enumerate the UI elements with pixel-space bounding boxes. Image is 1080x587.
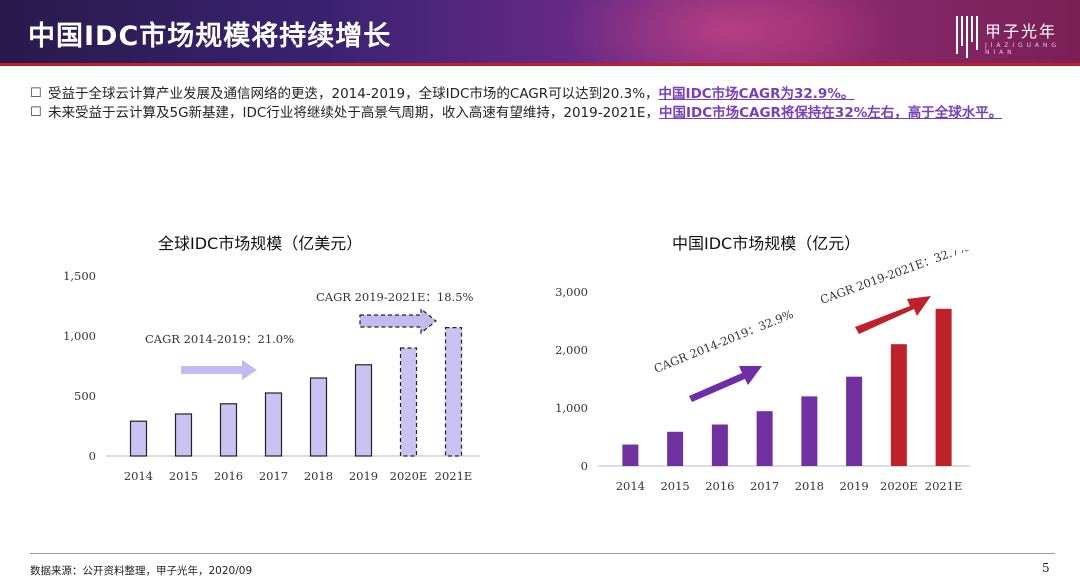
x-tick-label: 2018 bbox=[304, 469, 333, 483]
logo-bars-icon bbox=[956, 16, 978, 58]
bar bbox=[935, 308, 952, 466]
footer-divider bbox=[30, 553, 1055, 554]
page-number: 5 bbox=[1042, 561, 1050, 575]
x-tick-label: 2020E bbox=[880, 479, 918, 493]
bullet-item: ☐ 未来受益于云计算及5G新基建，IDC行业将继续处于高景气周期，收入高速有望维… bbox=[30, 104, 1050, 122]
bullet-highlight: 中国IDC市场CAGR将保持在32%左右，高于全球水平。 bbox=[658, 105, 1003, 121]
y-tick-label: 1,000 bbox=[555, 401, 588, 415]
x-tick-label: 2019 bbox=[349, 469, 378, 483]
global-chart-title: 全球IDC市场规模（亿美元） bbox=[158, 234, 363, 253]
y-tick-label: 2,000 bbox=[555, 343, 588, 357]
cagr-annotation-actual: CAGR 2014-2019：21.0% bbox=[145, 332, 294, 346]
y-tick-label: 1,500 bbox=[63, 269, 96, 283]
summary-bullets: ☐ 受益于全球云计算产业发展及通信网络的更迭，2014-2019，全球IDC市场… bbox=[30, 85, 1050, 123]
header-underline bbox=[0, 63, 1080, 66]
x-tick-label: 2020E bbox=[390, 469, 428, 483]
bar bbox=[711, 424, 728, 466]
china-idc-chart: 0 1,000 2,000 3,000 2014 2015 2016 2017 2018 2019… bbox=[555, 250, 971, 493]
bar bbox=[264, 392, 283, 457]
y-tick-label: 3,000 bbox=[555, 285, 588, 299]
cagr-arrow-forecast bbox=[855, 296, 931, 334]
x-tick-label: 2017 bbox=[750, 479, 779, 493]
bar bbox=[846, 376, 863, 466]
bullet-body: 未来受益于云计算及5G新基建，IDC行业将继续处于高景气周期，收入高速有望维持，… bbox=[48, 105, 659, 121]
brand-name: 甲子光年 bbox=[985, 22, 1058, 41]
x-tick-label: 2017 bbox=[259, 469, 288, 483]
bar bbox=[667, 431, 684, 466]
data-source: 数据来源：公开资料整理，甲子光年，2020/09 bbox=[30, 565, 253, 577]
bullet-body: 受益于全球云计算产业发展及通信网络的更迭，2014-2019，全球IDC市场的C… bbox=[48, 86, 659, 102]
bar bbox=[309, 377, 328, 457]
bullet-highlight: 中国IDC市场CAGR为32.9%。 bbox=[658, 86, 855, 102]
y-tick-label: 1,000 bbox=[63, 329, 96, 343]
brand-logo: 甲子光年 J I A Z I G U A N G N I A N bbox=[955, 12, 1065, 58]
bullet-text: 受益于全球云计算产业发展及通信网络的更迭，2014-2019，全球IDC市场的C… bbox=[48, 85, 1050, 103]
bar bbox=[444, 326, 463, 457]
header-glow bbox=[560, 0, 900, 66]
header-banner: 中国IDC市场规模将持续增长 甲子光年 J I A Z I G U A N G … bbox=[0, 0, 1080, 66]
y-tick-label: 0 bbox=[89, 449, 96, 463]
bar bbox=[890, 344, 907, 466]
x-tick-label: 2016 bbox=[705, 479, 734, 493]
cagr-arrow-forecast bbox=[359, 307, 437, 335]
x-tick-label: 2016 bbox=[214, 469, 243, 483]
brand-subtitle: J I A Z I G U A N G N I A N bbox=[985, 42, 1057, 56]
x-tick-label: 2021E bbox=[925, 479, 963, 493]
bullet-item: ☐ 受益于全球云计算产业发展及通信网络的更迭，2014-2019，全球IDC市场… bbox=[30, 85, 1050, 103]
cagr-arrow-actual bbox=[181, 360, 257, 380]
cagr-annotation-forecast: CAGR 2019-2021E：32.7% bbox=[818, 250, 971, 307]
bar bbox=[756, 411, 773, 466]
x-tick-label: 2014 bbox=[124, 469, 153, 483]
x-tick-label: 2018 bbox=[795, 479, 824, 493]
x-tick-label: 2019 bbox=[839, 479, 868, 493]
bar bbox=[174, 413, 193, 457]
x-tick-label: 2015 bbox=[169, 469, 198, 483]
bar bbox=[622, 444, 639, 466]
checkbox-icon: ☐ bbox=[30, 105, 42, 120]
bullet-text: 未来受益于云计算及5G新基建，IDC行业将继续处于高景气周期，收入高速有望维持，… bbox=[48, 104, 1050, 122]
bar bbox=[129, 420, 148, 457]
page-title: 中国IDC市场规模将持续增长 bbox=[28, 21, 392, 52]
x-tick-label: 2021E bbox=[435, 469, 473, 483]
x-tick-label: 2015 bbox=[660, 479, 689, 493]
cagr-annotation-forecast: CAGR 2019-2021E：18.5% bbox=[316, 290, 474, 304]
cagr-arrow-actual bbox=[689, 366, 762, 402]
bar bbox=[219, 403, 238, 457]
bar bbox=[354, 364, 373, 457]
bar bbox=[399, 347, 418, 457]
cagr-annotation-actual: CAGR 2014-2019：32.9% bbox=[652, 307, 796, 376]
y-tick-label: 0 bbox=[581, 459, 588, 473]
bar bbox=[801, 396, 818, 466]
china-chart-title: 中国IDC市场规模（亿元） bbox=[672, 234, 861, 253]
y-tick-label: 500 bbox=[74, 389, 96, 403]
checkbox-icon: ☐ bbox=[30, 86, 42, 101]
x-tick-label: 2014 bbox=[616, 479, 645, 493]
global-idc-chart: 0 500 1,000 1,500 2014 2015 2016 2017 2018 2019 20… bbox=[63, 269, 480, 483]
